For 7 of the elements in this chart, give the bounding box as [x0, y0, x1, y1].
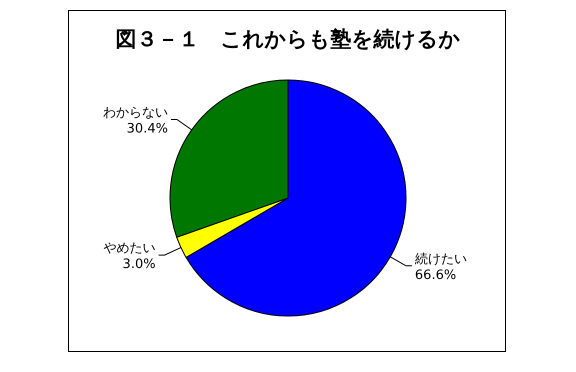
slice-label: 続けたい: [414, 252, 467, 267]
slice-label: わからない: [102, 105, 168, 120]
data-label: 30.4%: [126, 121, 168, 136]
chart-title: 図３－１ これからも塾を続けるか: [116, 27, 460, 51]
data-label: 66.6%: [414, 268, 456, 283]
data-label: 3.0%: [122, 257, 156, 272]
slice-label: やめたい: [104, 241, 156, 256]
